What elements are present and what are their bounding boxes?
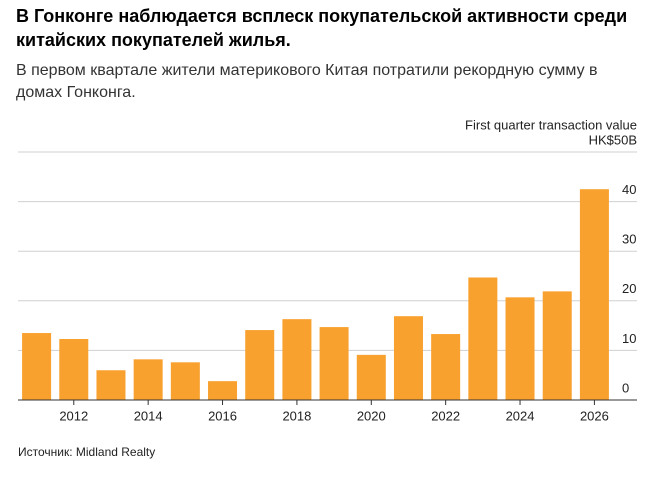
bar: [22, 333, 52, 400]
y-tick-label: 20: [622, 281, 636, 296]
bar: [468, 277, 498, 400]
x-tick-label: 2020: [357, 408, 386, 423]
y-tick-label: 0: [622, 380, 629, 395]
y-tick-label: 40: [622, 182, 636, 197]
bar: [282, 319, 312, 400]
source: Источник: Midland Realty: [18, 445, 155, 459]
x-tick-label: 2016: [208, 408, 237, 423]
subtitle-box: В первом квартале жители материкового Ки…: [16, 62, 598, 101]
y-tick-label: 10: [622, 331, 636, 346]
bar: [208, 381, 238, 400]
title-box: В Гонконге наблюдается всплеск покупател…: [16, 6, 628, 50]
bar: [59, 338, 89, 400]
x-tick-label: 2012: [59, 408, 88, 423]
bar: [393, 316, 423, 400]
y-tick-label: HK$50B: [589, 132, 637, 147]
x-tick-label: 2018: [282, 408, 311, 423]
bar: [96, 370, 126, 400]
y-tick-label: 30: [622, 232, 636, 247]
bar: [431, 334, 461, 400]
x-tick-label: 2024: [506, 408, 535, 423]
x-tick-label: 2014: [134, 408, 163, 423]
bar: [505, 297, 535, 400]
y-axis-label: First quarter transaction value: [465, 117, 637, 132]
bar: [542, 291, 572, 400]
bar: [133, 359, 163, 400]
chart-title: В Гонконге наблюдается всплеск покупател…: [16, 6, 628, 50]
x-tick-label: 2022: [431, 408, 460, 423]
bar: [319, 327, 349, 400]
bar: [579, 189, 609, 400]
x-tick-label: 2026: [580, 408, 609, 423]
bar: [245, 330, 275, 400]
bar: [356, 354, 386, 400]
bar: [170, 362, 200, 400]
chart-subtitle: В первом квартале жители материкового Ки…: [16, 62, 598, 101]
